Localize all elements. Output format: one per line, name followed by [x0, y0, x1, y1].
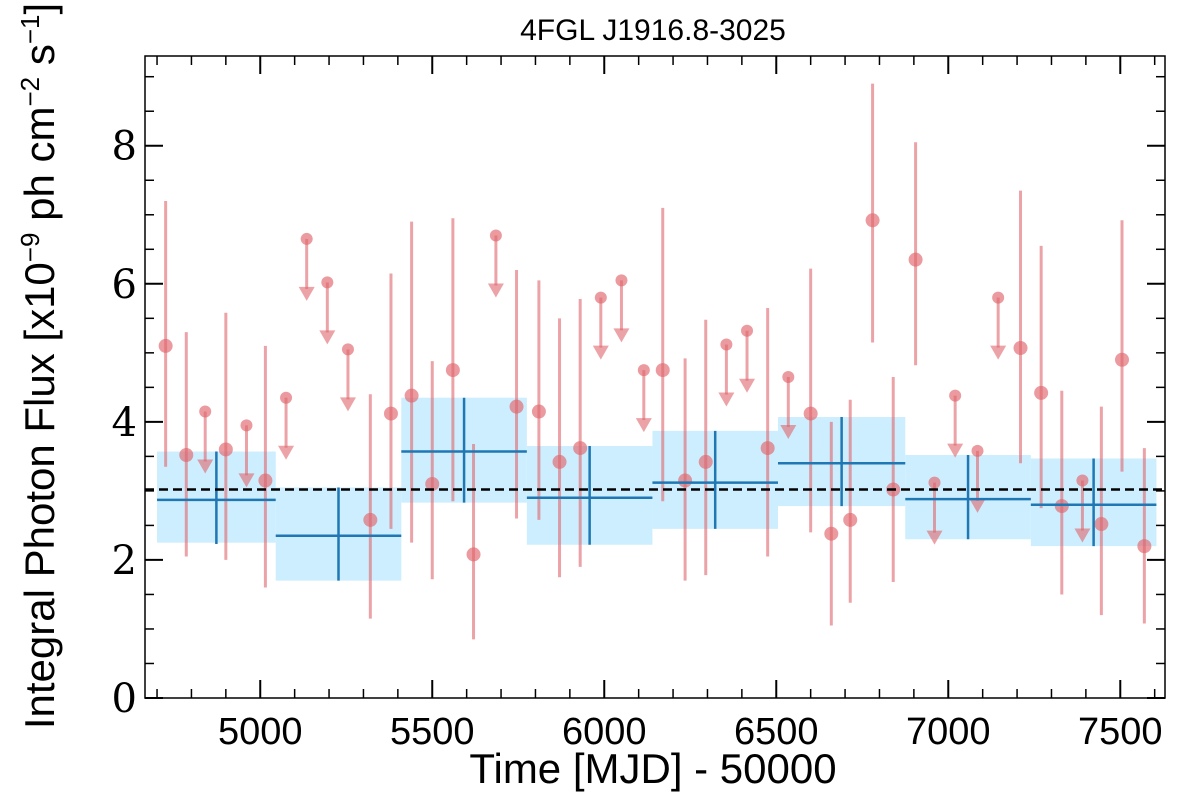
detection-point-24 [908, 252, 923, 267]
detection-point-9 [445, 363, 460, 378]
detection-point-14 [573, 441, 588, 456]
upper-limit-arrow-10 [635, 418, 652, 433]
y-axis-title-exp-1: −9 [15, 233, 45, 263]
upper-limit-point-12 [741, 324, 754, 337]
upper-limit-arrow-5 [319, 330, 336, 345]
detection-point-12 [531, 404, 546, 419]
upper-limit-point-16 [971, 444, 984, 457]
y-tick-label-0: 0 [112, 676, 137, 722]
upper-limit-arrow-16 [969, 498, 986, 513]
detection-point-26 [1034, 385, 1049, 400]
upper-limit-point-17 [992, 291, 1005, 304]
detection-point-25 [1013, 341, 1028, 356]
upper-limit-arrow-1 [197, 459, 214, 474]
upper-limit-point-6 [341, 343, 354, 356]
upper-limit-point-5 [321, 276, 334, 289]
upper-limit-arrow-17 [990, 345, 1007, 360]
upper-limit-arrow-2 [238, 473, 255, 488]
plot-area: 0 2 4 6 8 5000 5500 6000 6500 7000 7500 [112, 55, 1166, 753]
detection-point-21 [843, 512, 858, 527]
upper-limit-arrow-18 [1074, 528, 1091, 543]
detection-point-15 [655, 363, 670, 378]
upper-limit-point-18 [1076, 474, 1089, 487]
detection-point-11 [509, 399, 524, 414]
x-axis-title: Time [MJD] - 50000 [469, 745, 836, 792]
upper-limit-arrow-14 [926, 530, 943, 545]
upper-limit-point-2 [240, 419, 253, 432]
y-tick-label-4: 4 [112, 400, 137, 446]
upper-limit-arrow-7 [487, 283, 504, 298]
upper-limit-point-10 [637, 364, 650, 377]
y-axis-title-part-4: ] [16, 3, 63, 15]
upper-limit-arrow-6 [339, 397, 356, 412]
detection-point-6 [383, 406, 398, 421]
upper-limit-arrow-13 [780, 425, 797, 439]
upper-limit-point-11 [720, 338, 733, 351]
upper-limit-point-1 [199, 405, 212, 418]
detection-point-29 [1114, 352, 1129, 367]
upper-limit-point-4 [300, 232, 313, 245]
x-tick-label-7000: 7000 [906, 711, 991, 753]
x-tick-label-5000: 5000 [218, 711, 303, 753]
upper-limit-arrow-8 [592, 345, 609, 360]
detection-point-22 [865, 213, 880, 228]
y-axis-title-part-1: Integral Photon Flux [x10 [16, 262, 63, 729]
y-axis-title: Integral Photon Flux [x10−9 ph cm−2 s−1] [15, 3, 63, 729]
y-tick-label-8: 8 [112, 124, 137, 170]
y-axis-title-part-2: ph cm [16, 107, 63, 233]
detection-point-30 [1137, 539, 1152, 554]
detection-point-4 [258, 473, 273, 488]
detection-point-28 [1094, 517, 1109, 532]
plot-frame [144, 55, 1166, 699]
detection-point-20 [824, 526, 839, 541]
upper-limit-point-13 [782, 371, 795, 383]
upper-limit-point-7 [489, 229, 502, 242]
y-axis-title-exp-3: −1 [15, 15, 45, 45]
upper-limit-arrow-12 [739, 378, 756, 393]
upper-limit-arrow-3 [278, 445, 295, 460]
detection-point-27 [1054, 499, 1069, 514]
upper-limit-arrow-9 [613, 328, 630, 343]
detection-point-10 [466, 547, 481, 562]
x-tick-label-5500: 5500 [390, 711, 475, 753]
detection-point-17 [698, 454, 713, 469]
upper-limit-point-14 [928, 476, 941, 489]
x-tick-label-7500: 7500 [1078, 711, 1163, 753]
detection-point-2 [179, 448, 194, 463]
upper-limit-arrow-4 [298, 286, 315, 301]
chart-title: 4FGL J1916.8-3025 [520, 14, 786, 47]
detection-point-8 [425, 477, 440, 491]
upper-limit-arrow-15 [947, 443, 964, 458]
detection-point-19 [803, 406, 818, 421]
y-tick-label-6: 6 [112, 262, 137, 308]
svg-text:Integral Photon Flux [x10−9 ph: Integral Photon Flux [x10−9 ph cm−2 s−1] [15, 3, 63, 729]
x-tick-label-6000: 6000 [562, 711, 647, 753]
y-tick-label-2: 2 [112, 538, 137, 584]
upper-limit-point-9 [615, 274, 628, 287]
y-axis-title-part-3: s [16, 44, 63, 77]
detection-point-13 [552, 454, 567, 469]
upper-limit-point-3 [280, 391, 293, 404]
detection-point-3 [218, 442, 233, 457]
detection-point-7 [404, 388, 419, 403]
upper-limit-point-8 [594, 291, 607, 304]
x-tick-label-6500: 6500 [734, 711, 819, 753]
detection-point-18 [760, 441, 775, 456]
detection-point-5 [363, 512, 378, 527]
detection-point-16 [678, 473, 693, 488]
y-axis-title-exp-2: −2 [15, 77, 45, 107]
detection-point-1 [158, 338, 173, 353]
upper-limit-point-15 [949, 389, 962, 402]
upper-limit-arrow-11 [718, 392, 735, 407]
